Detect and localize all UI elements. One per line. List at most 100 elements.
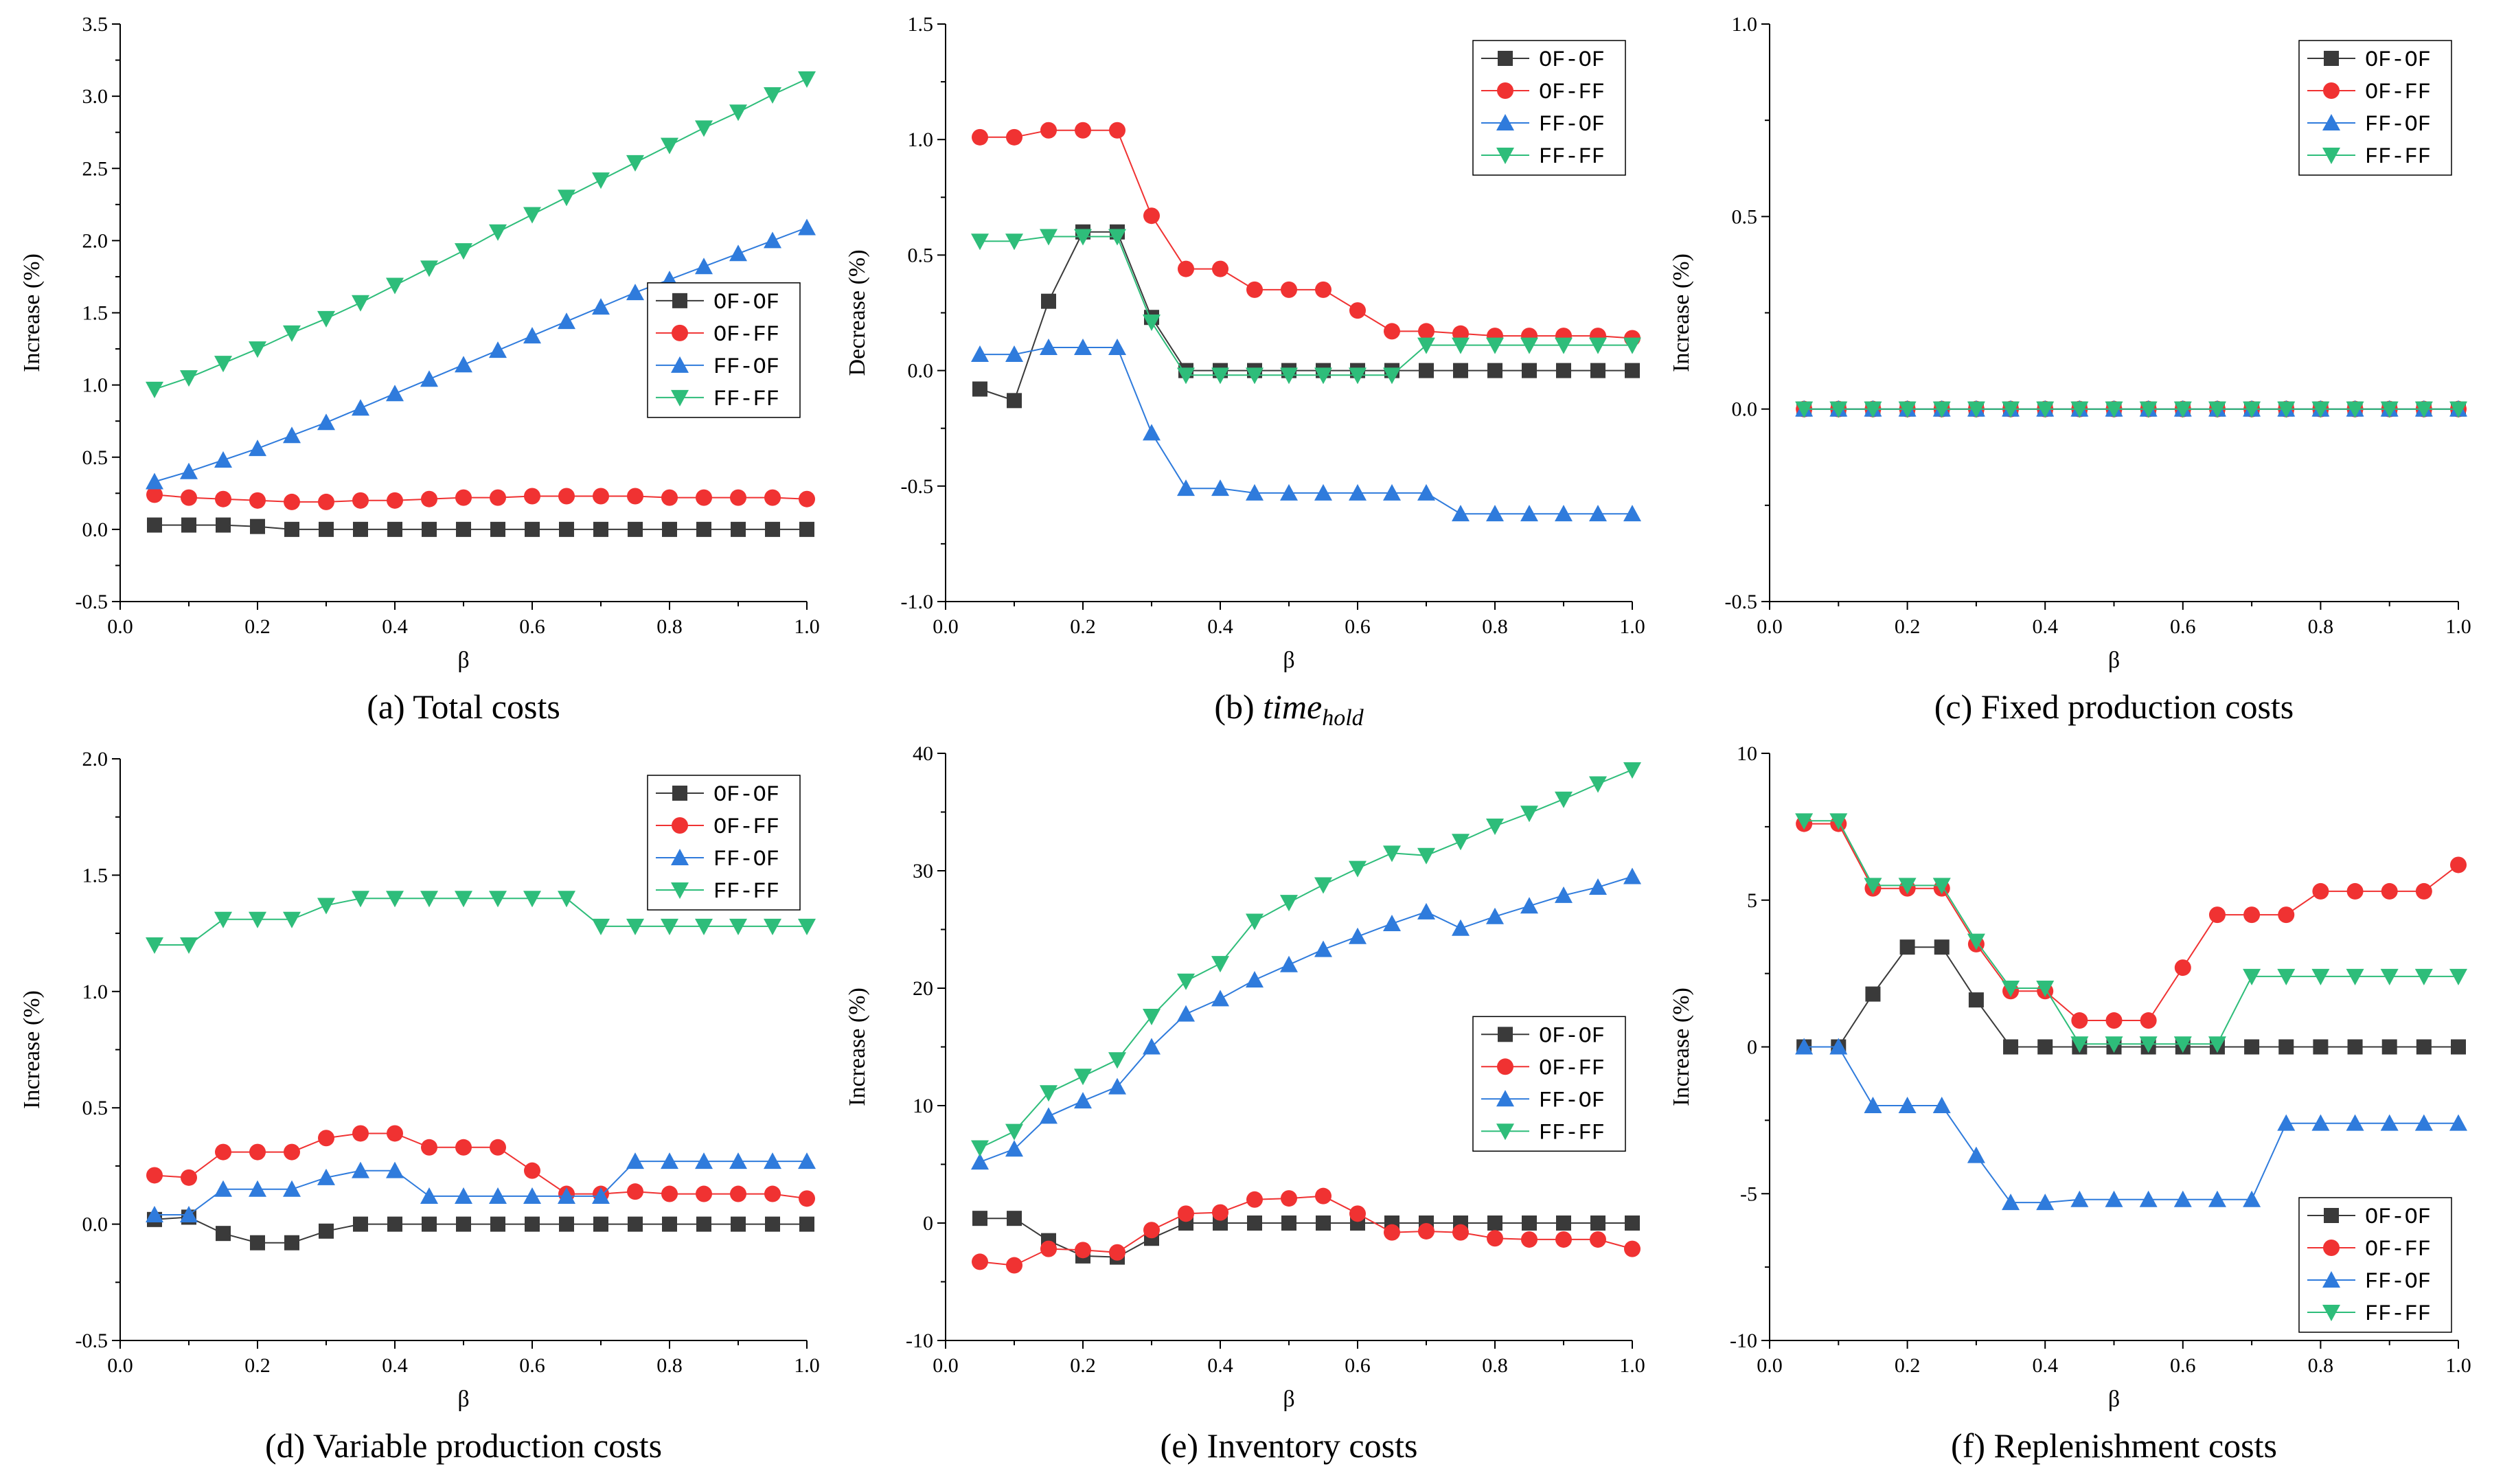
- data-point: [1795, 813, 1814, 830]
- data-point: [1212, 260, 1228, 277]
- data-point: [1314, 877, 1332, 894]
- data-point: [2002, 981, 2020, 997]
- legend: OF-OF OF-FF FF-OF FF-FF: [2298, 1197, 2452, 1333]
- data-point: [147, 517, 162, 533]
- data-point: [1246, 1191, 1263, 1208]
- data-point: [1486, 337, 1504, 354]
- data-point: [1623, 505, 1641, 522]
- data-point: [730, 1185, 746, 1202]
- data-point: [1040, 1240, 1057, 1257]
- data-point: [1486, 505, 1504, 522]
- x-tick-label: 1.0: [1619, 1354, 1645, 1377]
- data-point: [284, 493, 300, 510]
- series-ff-of: [971, 867, 1641, 1170]
- data-point: [1555, 791, 1573, 808]
- data-point: [318, 1130, 334, 1147]
- data-point: [2070, 1036, 2089, 1053]
- data-point: [695, 918, 713, 935]
- x-tick-label: 0.8: [656, 615, 683, 638]
- data-point: [798, 1152, 816, 1169]
- x-axis-title: β: [2108, 648, 2120, 673]
- data-point: [1349, 302, 1366, 319]
- data-point: [1177, 367, 1195, 385]
- legend-label: FF-OF: [2365, 1269, 2431, 1294]
- data-point: [1143, 207, 1160, 225]
- x-tick-label: 1.0: [794, 1354, 820, 1377]
- data-point: [2380, 1114, 2399, 1131]
- data-point: [455, 356, 472, 373]
- x-tick-label: 0.6: [519, 1354, 545, 1377]
- data-point: [696, 489, 712, 506]
- data-point: [1417, 337, 1435, 354]
- y-tick-label: 40: [913, 742, 933, 765]
- y-axis-title: Increase (%): [19, 253, 45, 372]
- data-point: [1143, 314, 1161, 331]
- caption-main: Variable production costs: [313, 1426, 662, 1465]
- legend-marker: [672, 786, 687, 801]
- data-point: [387, 492, 403, 509]
- legend-label: FF-FF: [1539, 144, 1605, 170]
- data-point: [1246, 971, 1264, 988]
- data-point: [1967, 401, 1985, 418]
- data-point: [1555, 505, 1573, 522]
- data-point: [214, 1180, 232, 1197]
- data-point: [181, 1169, 197, 1186]
- data-point: [1417, 902, 1435, 920]
- data-point: [2451, 1039, 2466, 1055]
- data-point: [283, 325, 301, 342]
- x-tick-label: 0.6: [2170, 615, 2196, 638]
- data-point: [525, 1216, 540, 1232]
- y-tick-label: 2.5: [82, 157, 108, 180]
- data-point: [1108, 338, 1126, 355]
- y-axis-title: Increase (%): [845, 988, 870, 1106]
- data-point: [524, 1162, 540, 1179]
- data-point: [2449, 1114, 2467, 1131]
- x-tick-label: 0.6: [1345, 1354, 1371, 1377]
- legend-marker: [2324, 51, 2339, 66]
- data-point: [490, 489, 506, 506]
- data-point: [765, 1216, 780, 1232]
- data-point: [284, 1235, 299, 1251]
- data-point: [1932, 401, 1951, 418]
- data-point: [2105, 401, 2123, 418]
- series-line: [155, 898, 807, 946]
- legend-marker: [1496, 1123, 1514, 1141]
- data-point: [1075, 122, 1091, 139]
- legend-label: FF-OF: [2365, 112, 2431, 137]
- y-tick-label: 0: [1747, 1036, 1757, 1059]
- data-point: [490, 1216, 505, 1232]
- y-tick-label: -1.0: [901, 591, 934, 613]
- data-point: [1108, 1052, 1126, 1069]
- data-point: [2449, 401, 2467, 418]
- data-point: [249, 341, 266, 358]
- data-point: [1314, 483, 1332, 501]
- y-tick-label: 1.5: [82, 864, 108, 887]
- data-point: [1384, 323, 1400, 340]
- legend-label: FF-OF: [1539, 112, 1605, 137]
- data-point: [1108, 1077, 1126, 1095]
- data-point: [216, 1226, 231, 1242]
- data-point: [971, 1140, 989, 1157]
- data-point: [1280, 367, 1298, 385]
- legend-label: OF-FF: [2365, 1237, 2431, 1262]
- data-point: [2140, 1012, 2157, 1029]
- data-point: [386, 1161, 404, 1178]
- data-point: [558, 891, 575, 908]
- data-point: [1349, 927, 1367, 944]
- data-point: [1624, 1240, 1641, 1257]
- data-point: [799, 490, 815, 507]
- data-point: [2208, 906, 2226, 924]
- data-point: [1349, 367, 1367, 385]
- data-point: [1314, 367, 1332, 385]
- data-point: [1898, 878, 1917, 895]
- y-tick-label: 0.5: [82, 446, 108, 469]
- data-point: [1829, 1038, 1848, 1055]
- x-tick-label: 0.8: [656, 1354, 683, 1377]
- y-tick-label: 10: [913, 1095, 933, 1117]
- data-point: [1075, 1242, 1091, 1259]
- x-tick-label: 0.2: [1895, 1354, 1921, 1377]
- y-tick-label: -5: [1740, 1183, 1757, 1205]
- series-of-of: [972, 224, 1640, 409]
- legend-label: OF-FF: [713, 322, 779, 347]
- x-tick-label: 0.2: [1070, 615, 1096, 638]
